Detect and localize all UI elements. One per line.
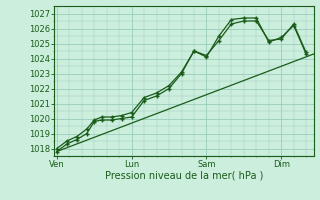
- X-axis label: Pression niveau de la mer( hPa ): Pression niveau de la mer( hPa ): [105, 171, 263, 181]
